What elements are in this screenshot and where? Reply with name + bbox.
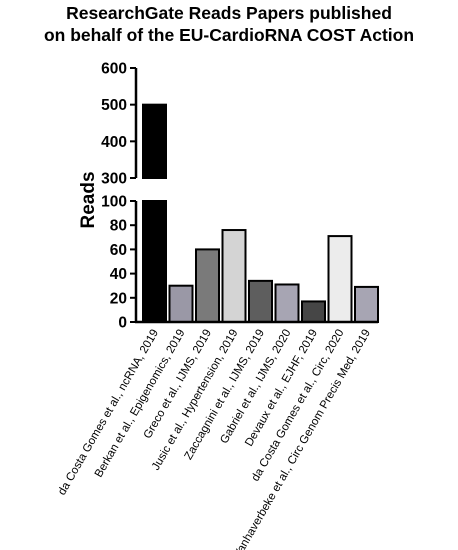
bar-7 [301,300,326,323]
y-tick-label: 600 [101,61,127,78]
y-tick-label: 100 [101,194,127,211]
y-tick-label: 500 [101,97,127,114]
y-axis-label: Reads [78,171,99,228]
x-tick-label: da Costa Gomes et al., ncRNA, 2019 [56,328,161,498]
y-tick-label: 300 [101,171,127,188]
y-tick-label: 60 [110,242,127,259]
y-tick-label: 0 [118,315,127,332]
bar-9 [354,285,379,324]
bar-1-upper [142,103,167,179]
y-tick-label: 400 [101,134,127,151]
y-tick-label: 20 [110,290,127,307]
y-tick-label: 40 [110,266,127,283]
bar-5 [248,279,273,323]
bar-4 [221,229,247,323]
bar-3 [195,248,220,323]
chart-title-line-1: ResearchGate Reads Papers published [66,3,392,23]
bar-1-lower [142,200,167,323]
y-tick-label: 80 [110,218,127,235]
chart-title-line-2: on behalf of the EU-CardioRNA COST Actio… [43,25,415,45]
bar-2 [168,284,194,324]
bar-6 [274,283,300,323]
bar-8 [327,235,353,323]
